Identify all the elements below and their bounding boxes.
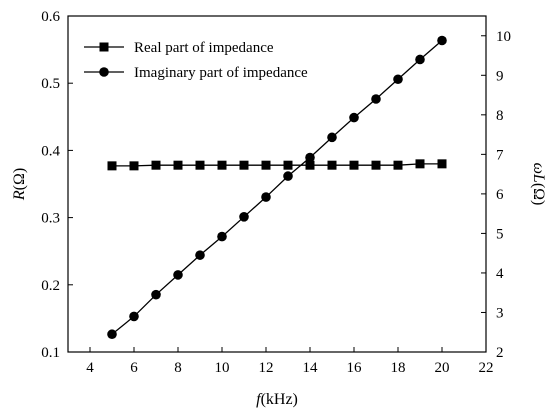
real-part-point — [393, 160, 403, 170]
x-tick-label: 18 — [391, 360, 406, 376]
y-right-axis-label: ωL(Ω) — [530, 163, 547, 206]
y-right-tick-label: 9 — [496, 68, 504, 84]
plot-frame — [67, 15, 487, 353]
y-left-tick-label: 0.3 — [41, 211, 60, 227]
y-left-tick-label: 0.6 — [41, 9, 60, 25]
imaginary-part-point — [173, 270, 183, 280]
y-right-tick-label: 6 — [496, 187, 504, 203]
y-left-tick-label: 0.1 — [41, 345, 60, 361]
imaginary-part-point — [283, 171, 293, 181]
y-right-tick-label: 4 — [496, 266, 504, 282]
imaginary-part-point — [437, 35, 447, 46]
imaginary-part-point — [239, 212, 249, 222]
y-right-axis-symbol: ωL — [530, 163, 547, 183]
y-right-axis-unit: (Ω) — [530, 183, 547, 206]
y-left-tick-label: 0.5 — [41, 76, 60, 92]
legend-marker-imag — [99, 67, 109, 77]
y-right-tick-label: 8 — [496, 108, 504, 124]
legend-label-real: Real part of impedance — [134, 40, 274, 56]
y-right-tick-label: 10 — [496, 29, 511, 45]
imaginary-part-point — [393, 74, 403, 85]
x-tick-label: 20 — [435, 360, 450, 376]
imaginary-part-point — [415, 54, 425, 65]
imaginary-part-point — [305, 152, 315, 163]
y-left-axis-unit: (Ω) — [11, 168, 28, 191]
legend-label-imag: Imaginary part of impedance — [134, 65, 308, 81]
real-part-point — [327, 160, 337, 170]
imaginary-part-point — [327, 132, 337, 143]
x-tick-label: 10 — [215, 360, 230, 376]
series-line-0 — [112, 163, 442, 167]
real-part-point — [239, 160, 249, 170]
y-left-axis-symbol: R — [11, 190, 28, 201]
x-tick-label: 4 — [86, 360, 94, 376]
real-part-point — [437, 159, 447, 169]
x-tick-label: 14 — [303, 360, 319, 376]
imaginary-part-point — [107, 329, 117, 340]
y-right-tick-label: 2 — [496, 345, 504, 361]
imaginary-part-point — [151, 289, 161, 300]
imaginary-part-point — [349, 112, 359, 123]
imaginary-part-point — [129, 311, 139, 322]
imaginary-part-point — [371, 94, 381, 104]
x-axis-unit: (kHz) — [261, 391, 298, 408]
real-part-point — [283, 160, 293, 170]
series-line-1 — [111, 40, 443, 335]
real-part-point — [415, 159, 425, 169]
y-left-axis-label: R(Ω) — [11, 168, 28, 201]
x-tick-label: 12 — [259, 360, 274, 376]
x-tick-label: 22 — [479, 360, 494, 376]
x-axis-symbol: f — [256, 391, 263, 408]
y-right-tick-label: 7 — [496, 147, 504, 163]
real-part-point — [261, 160, 271, 170]
real-part-point — [151, 160, 161, 170]
legend-marker-real — [99, 42, 109, 52]
y-right-tick-label: 5 — [496, 226, 504, 242]
y-left-tick-label: 0.4 — [41, 143, 60, 159]
x-axis-label: f(kHz) — [256, 391, 298, 408]
real-part-point — [349, 160, 359, 170]
y-left-tick-label: 0.2 — [41, 278, 60, 294]
imaginary-part-point — [217, 231, 227, 242]
real-part-point — [195, 160, 205, 170]
x-tick-label: 16 — [347, 360, 363, 376]
real-part-point — [371, 160, 381, 170]
real-part-point — [107, 161, 117, 171]
x-tick-label: 6 — [130, 360, 138, 376]
x-tick-label: 8 — [174, 360, 182, 376]
real-part-point — [129, 161, 139, 171]
real-part-point — [173, 160, 183, 170]
series-layer — [107, 35, 447, 340]
y-right-tick-label: 3 — [496, 305, 504, 321]
real-part-point — [305, 160, 315, 170]
imaginary-part-point — [195, 250, 205, 260]
real-part-point — [217, 160, 227, 170]
legend: Real part of impedance Imaginary part of… — [84, 40, 308, 81]
imaginary-part-point — [261, 192, 271, 202]
